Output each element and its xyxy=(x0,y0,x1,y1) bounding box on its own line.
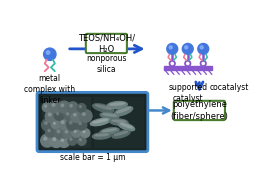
Circle shape xyxy=(52,104,55,106)
Circle shape xyxy=(45,122,47,124)
Ellipse shape xyxy=(95,105,111,109)
Circle shape xyxy=(67,118,79,130)
Circle shape xyxy=(70,138,72,140)
Circle shape xyxy=(41,134,54,147)
Circle shape xyxy=(61,139,64,141)
FancyBboxPatch shape xyxy=(174,101,225,120)
Ellipse shape xyxy=(100,112,119,119)
Circle shape xyxy=(72,128,81,137)
Bar xyxy=(42,97,90,147)
Circle shape xyxy=(81,129,90,138)
Circle shape xyxy=(77,104,86,112)
Circle shape xyxy=(77,120,87,130)
Circle shape xyxy=(83,113,85,115)
Circle shape xyxy=(57,130,60,133)
Circle shape xyxy=(182,43,193,54)
Circle shape xyxy=(170,61,175,66)
Circle shape xyxy=(77,137,86,145)
Circle shape xyxy=(79,110,92,122)
Ellipse shape xyxy=(112,131,130,138)
Circle shape xyxy=(169,46,172,49)
Circle shape xyxy=(167,43,178,54)
Ellipse shape xyxy=(107,101,127,109)
Circle shape xyxy=(42,119,54,131)
Circle shape xyxy=(65,131,68,133)
Ellipse shape xyxy=(93,104,114,112)
Text: scale bar = 1 μm: scale bar = 1 μm xyxy=(60,153,125,162)
Ellipse shape xyxy=(95,134,109,136)
Ellipse shape xyxy=(114,107,133,116)
Text: supported
catalyst: supported catalyst xyxy=(168,83,207,103)
Ellipse shape xyxy=(102,129,117,132)
Circle shape xyxy=(74,113,76,116)
Circle shape xyxy=(79,122,81,125)
Circle shape xyxy=(54,110,64,120)
Circle shape xyxy=(57,113,59,115)
FancyBboxPatch shape xyxy=(37,92,148,152)
Text: polyethylene
(fiber/sphere): polyethylene (fiber/sphere) xyxy=(171,100,228,121)
Circle shape xyxy=(64,110,74,120)
Ellipse shape xyxy=(118,122,135,131)
Ellipse shape xyxy=(102,114,116,116)
Text: nonporous
silica: nonporous silica xyxy=(86,54,127,74)
Circle shape xyxy=(185,61,190,66)
FancyBboxPatch shape xyxy=(86,34,127,53)
Circle shape xyxy=(185,46,188,49)
Circle shape xyxy=(51,120,60,129)
Circle shape xyxy=(58,101,70,113)
Circle shape xyxy=(69,121,72,124)
Circle shape xyxy=(68,136,77,145)
Circle shape xyxy=(45,110,58,123)
Circle shape xyxy=(63,128,73,138)
Circle shape xyxy=(53,138,56,141)
Ellipse shape xyxy=(93,119,108,123)
Circle shape xyxy=(79,106,81,108)
Circle shape xyxy=(198,43,209,54)
Text: cocatalyst: cocatalyst xyxy=(209,83,249,92)
Ellipse shape xyxy=(92,133,111,139)
Circle shape xyxy=(61,104,64,107)
Circle shape xyxy=(54,127,67,139)
Ellipse shape xyxy=(100,128,119,135)
Circle shape xyxy=(67,113,69,115)
Circle shape xyxy=(45,127,56,137)
Circle shape xyxy=(53,122,55,124)
Circle shape xyxy=(48,113,51,116)
Ellipse shape xyxy=(114,131,128,135)
Circle shape xyxy=(58,136,70,147)
Circle shape xyxy=(44,137,47,140)
Bar xyxy=(164,66,212,70)
Circle shape xyxy=(83,131,85,133)
Circle shape xyxy=(49,101,61,113)
Circle shape xyxy=(61,121,64,123)
Circle shape xyxy=(46,51,50,54)
Circle shape xyxy=(42,103,51,112)
Bar xyxy=(94,97,143,147)
Circle shape xyxy=(200,46,203,49)
Circle shape xyxy=(79,139,81,141)
Circle shape xyxy=(48,129,50,132)
Circle shape xyxy=(58,118,70,130)
Circle shape xyxy=(43,48,56,60)
Ellipse shape xyxy=(117,108,130,113)
Ellipse shape xyxy=(112,120,126,122)
Ellipse shape xyxy=(110,119,128,125)
Text: TEOS/NH₄OH/
H₂O: TEOS/NH₄OH/ H₂O xyxy=(78,33,135,53)
Circle shape xyxy=(200,61,206,66)
Circle shape xyxy=(67,102,78,113)
Text: metal
complex with
linker: metal complex with linker xyxy=(24,74,75,105)
Circle shape xyxy=(50,135,63,147)
Circle shape xyxy=(70,105,72,107)
Ellipse shape xyxy=(110,103,125,105)
Circle shape xyxy=(45,105,47,107)
Circle shape xyxy=(71,111,83,122)
Circle shape xyxy=(74,130,76,132)
Ellipse shape xyxy=(121,123,133,128)
Ellipse shape xyxy=(90,118,110,126)
